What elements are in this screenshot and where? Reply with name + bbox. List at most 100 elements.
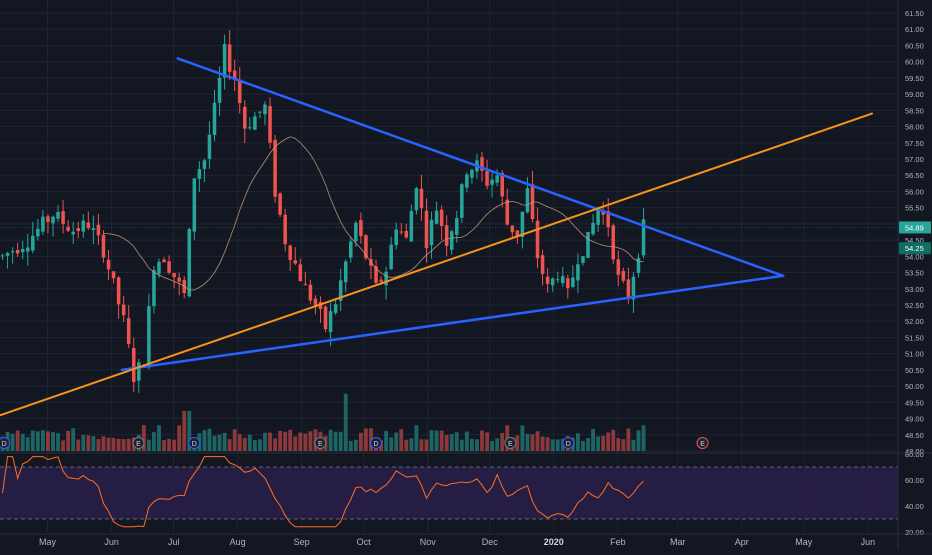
- volume-bar: [76, 439, 81, 451]
- candle-body: [56, 211, 60, 219]
- trendline-lower-support[interactable]: [120, 274, 785, 372]
- volume-bar: [409, 438, 414, 451]
- candle-body: [545, 276, 550, 284]
- candle-body: [434, 210, 439, 224]
- dividend-marker[interactable]: D: [562, 437, 575, 449]
- marker-circle: [188, 437, 201, 449]
- dividend-marker[interactable]: D: [188, 437, 201, 449]
- earnings-marker[interactable]: E: [314, 437, 327, 449]
- volume-bar: [268, 432, 272, 451]
- volume-bar: [586, 438, 590, 451]
- volume-bar: [364, 428, 368, 451]
- earnings-marker[interactable]: E: [132, 437, 145, 449]
- candle-body: [384, 271, 388, 286]
- candle-body: [576, 264, 580, 281]
- y-tick-label: 60.50: [905, 41, 924, 50]
- candle-body: [177, 277, 181, 282]
- candle-body: [41, 216, 45, 232]
- volume-bar: [51, 432, 55, 451]
- marker-circle: [504, 437, 517, 449]
- trendline-rising-trend[interactable]: [0, 112, 873, 417]
- volume-bar: [419, 439, 424, 451]
- candle-body: [20, 248, 25, 253]
- candle-body: [399, 231, 404, 233]
- marker-letter: D: [192, 441, 197, 448]
- volume-bar: [500, 433, 505, 451]
- oscillator-pane: 80.00 60.00 40.00 20.00: [0, 450, 924, 537]
- candle-body: [308, 284, 313, 301]
- candle-body: [227, 44, 232, 72]
- volume-bar: [66, 430, 71, 451]
- candle-body: [111, 271, 116, 279]
- candle-body: [394, 229, 398, 246]
- volume-bar: [434, 430, 439, 451]
- volume-bar: [111, 437, 116, 451]
- dividend-marker[interactable]: D: [370, 437, 383, 449]
- candle-body: [571, 277, 575, 287]
- candle-body: [485, 171, 489, 186]
- candle-body: [525, 188, 530, 213]
- x-tick-label: May: [795, 537, 813, 547]
- volume-bar: [101, 436, 106, 451]
- volume-bar: [121, 439, 126, 451]
- volume-bar: [490, 440, 495, 451]
- earnings-marker[interactable]: E: [696, 437, 709, 449]
- trendlines[interactable]: [0, 57, 873, 417]
- candle-body: [626, 279, 631, 299]
- volume-bar: [207, 428, 212, 451]
- volume-bar: [217, 434, 222, 451]
- candle-body: [167, 261, 171, 273]
- volume-bar: [480, 430, 484, 451]
- dividend-marker[interactable]: D: [0, 437, 11, 449]
- x-tick-label: Oct: [357, 537, 372, 547]
- event-markers[interactable]: D D D DE E E E: [0, 437, 709, 449]
- moving-average-line: [103, 136, 644, 291]
- volume-bar: [202, 430, 207, 451]
- volume-bar: [575, 433, 580, 451]
- volume-bar: [288, 429, 293, 451]
- oscillator-tick-label: 60.00: [905, 476, 924, 485]
- volume-bar: [146, 439, 151, 451]
- y-tick-label: 54.00: [905, 252, 924, 261]
- volume-bar: [96, 439, 101, 451]
- y-tick-label: 57.00: [905, 155, 924, 164]
- candle-body: [121, 304, 126, 316]
- earnings-marker[interactable]: E: [504, 437, 517, 449]
- x-tick-label: Sep: [294, 537, 310, 547]
- volume-bar: [353, 439, 358, 451]
- candle-body: [91, 228, 96, 231]
- volume-bar: [404, 439, 409, 451]
- volume-bar: [35, 431, 40, 451]
- y-tick-label: 51.00: [905, 350, 924, 359]
- y-tick-label: 52.50: [905, 301, 924, 310]
- volume-bar: [495, 438, 500, 451]
- volume-bar: [439, 430, 444, 451]
- last-price-label: 54.89: [905, 223, 924, 232]
- candle-body: [515, 230, 520, 237]
- candle-body: [263, 104, 267, 115]
- volume-bar: [641, 425, 646, 451]
- candle-body: [253, 116, 257, 130]
- candle-body: [374, 266, 378, 283]
- volume-bar: [81, 434, 86, 451]
- y-tick-label: 59.50: [905, 74, 924, 83]
- y-tick-label: 59.00: [905, 90, 924, 99]
- candle-body: [606, 211, 610, 228]
- candle-body: [535, 220, 540, 259]
- candle-body: [354, 222, 358, 242]
- candle-body: [318, 301, 323, 310]
- candle-body: [76, 228, 80, 232]
- candle-body: [202, 160, 207, 169]
- candle-body: [162, 259, 166, 263]
- candle-body: [550, 278, 555, 286]
- volume-bar: [631, 439, 636, 451]
- volume-bar: [293, 436, 298, 451]
- volume-bar: [394, 432, 399, 451]
- candle-body: [323, 306, 328, 330]
- marker-letter: E: [508, 441, 513, 448]
- trendline-upper-resistance[interactable]: [176, 57, 785, 278]
- candle-body: [636, 257, 641, 273]
